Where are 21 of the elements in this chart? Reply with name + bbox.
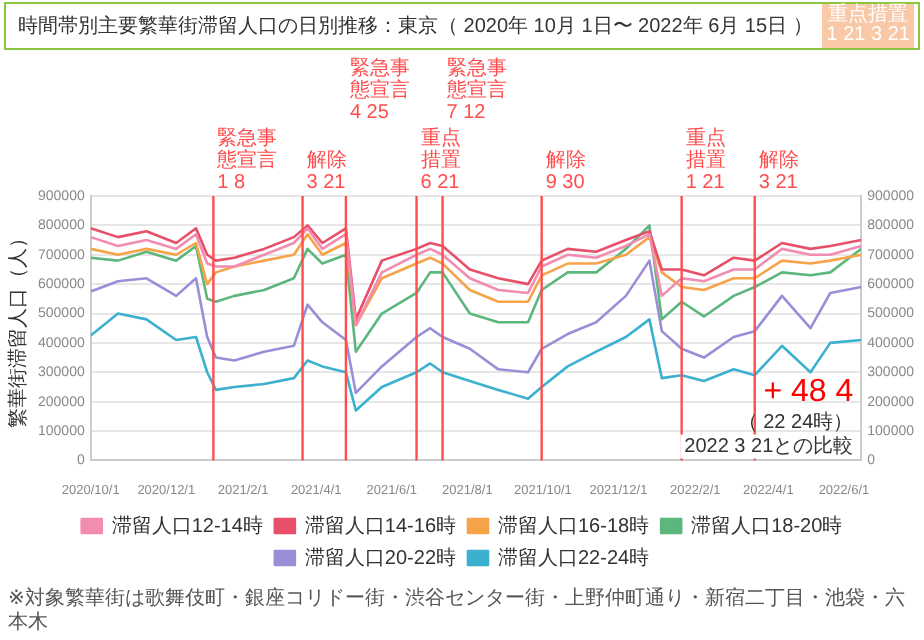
- annotation: 2022 3 21との比較: [684, 433, 854, 458]
- legend-label: 滞留人口22-24時: [498, 545, 650, 570]
- legend-label: 滞留人口16-18時: [498, 513, 650, 538]
- text: ※対象繁華街は歌舞伎町・銀座コリドー街・渋谷センター街・上野仲町通り・新宿二丁目・池袋・六本木: [6, 588, 907, 636]
- ref-line-label: 解除 9 30: [545, 147, 586, 194]
- ref-line-label: 重点措置 1 21: [685, 125, 726, 194]
- ref-line-label: 緊急事態宣言 4 25: [347, 55, 410, 124]
- ref-line-label: 解除 3 21: [306, 147, 347, 194]
- legend-label: 滞留人口12-14時: [111, 513, 263, 538]
- ref-line-label: 緊急事態宣言 1 8: [215, 125, 278, 194]
- legend-label: 滞留人口18-20時: [691, 513, 843, 538]
- chart-title: 時間帯別主要繁華街滞留人口の日別推移：東京（ 2020年 10月 1日〜 2022年 6月 15日 ）: [18, 13, 813, 40]
- ref-line-label: 重点措置 6 21: [420, 125, 461, 194]
- y-axis-title: 繁華街滞留人口（人）: [5, 228, 30, 429]
- annotation: （ 22 24時）: [737, 409, 854, 434]
- legend-label: 滞留人口20-22時: [304, 545, 456, 570]
- legend-label: 滞留人口14-16時: [304, 513, 456, 538]
- ref-line-label: 緊急事態宣言 7 12: [444, 55, 507, 124]
- ref-line-label: 解除 3 21: [758, 147, 799, 194]
- text: 重点措置 1 21 3 21: [826, 4, 910, 46]
- annotation: + 48 4: [763, 375, 854, 410]
